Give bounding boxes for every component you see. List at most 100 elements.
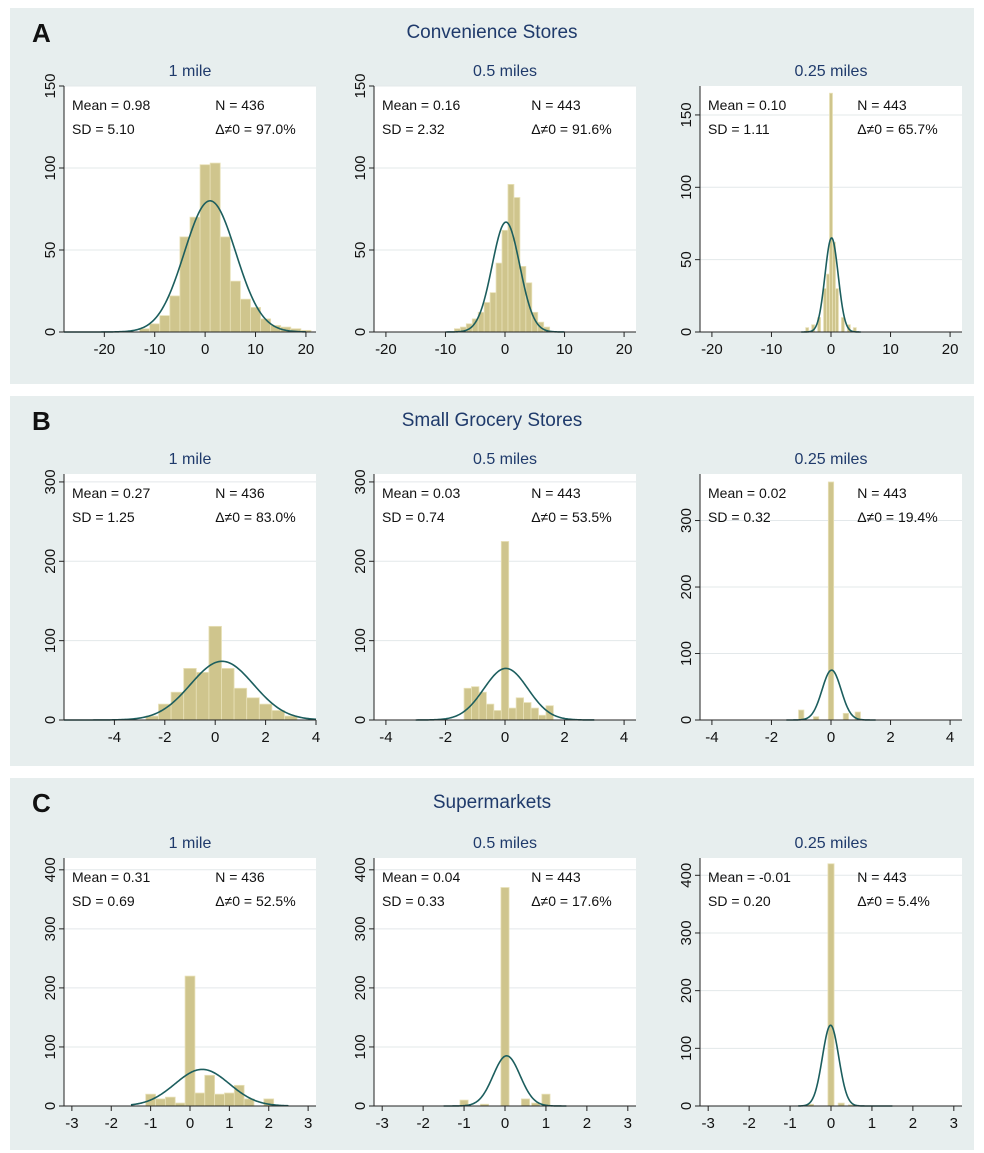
histogram-bar	[229, 280, 241, 333]
x-tick-label: -20	[93, 341, 115, 358]
stat-nonzero: Δ≠0 = 83.0%	[215, 509, 295, 525]
x-tick-label: -1	[783, 1115, 796, 1132]
x-tick-label: 2	[560, 729, 568, 746]
histogram-bar	[224, 1092, 235, 1107]
x-tick-label: -2	[765, 729, 778, 746]
x-tick-label: -4	[705, 729, 718, 746]
histogram-bar	[164, 1096, 176, 1107]
y-tick-label: 200	[42, 549, 59, 574]
panel-title: Convenience Stores	[406, 22, 578, 43]
y-tick-label: 50	[42, 242, 59, 259]
histogram-bar	[841, 317, 845, 333]
x-tick-label: 3	[950, 1115, 958, 1132]
stat-n: N = 443	[857, 485, 907, 501]
stat-mean: Mean = 0.04	[382, 869, 460, 885]
y-tick-label: 0	[678, 716, 695, 724]
stat-nonzero: Δ≠0 = 17.6%	[531, 893, 611, 909]
x-tick-label: -20	[701, 341, 723, 358]
y-tick-label: 300	[42, 916, 59, 941]
histogram-bar	[149, 323, 161, 333]
histogram-bar	[507, 184, 515, 333]
normal-curve	[415, 667, 595, 721]
histogram-bar	[827, 481, 835, 721]
y-tick-label: 100	[678, 175, 695, 200]
histogram-a-0_25miles: 0.25 miles 0 50 100 150 -20 -10 0 10 20 Mean = 0.1…	[678, 63, 962, 358]
x-tick-label: -20	[375, 341, 397, 358]
histogram-bar	[485, 703, 495, 721]
stat-nonzero: Δ≠0 = 91.6%	[531, 121, 611, 137]
stat-sd: SD = 0.32	[708, 509, 771, 525]
stat-n: N = 436	[215, 869, 265, 885]
y-tick-label: 200	[678, 575, 695, 600]
y-tick-label: 300	[352, 469, 369, 494]
y-tick-label: 100	[42, 628, 59, 653]
subplot-title: 0.5 miles	[473, 835, 537, 852]
histogram-bar	[493, 710, 502, 721]
x-tick-label: 0	[501, 729, 509, 746]
histogram-bar	[221, 668, 235, 721]
y-tick-label: 0	[678, 1102, 695, 1110]
subplot-title: 0.5 miles	[473, 63, 537, 80]
x-tick-label: 2	[909, 1115, 917, 1132]
y-tick-label: 100	[42, 1034, 59, 1059]
y-tick-label: 300	[352, 916, 369, 941]
stat-sd: SD = 1.11	[708, 121, 770, 137]
histogram-bar	[199, 164, 211, 333]
x-tick-label: 0	[501, 341, 509, 358]
x-tick-label: 0	[211, 729, 219, 746]
y-tick-label: 100	[678, 1036, 695, 1061]
stat-nonzero: Δ≠0 = 5.4%	[857, 893, 930, 909]
subplot-title: 1 mile	[169, 835, 212, 852]
histogram-bar	[523, 702, 532, 721]
subplot-title: 1 mile	[169, 63, 212, 80]
histogram-bar	[832, 241, 836, 333]
subplot-title: 0.25 miles	[795, 63, 868, 80]
histogram-bar	[219, 236, 231, 333]
histogram-bar	[194, 1092, 206, 1107]
y-tick-label: 0	[42, 1102, 59, 1110]
y-tick-label: 100	[352, 155, 369, 180]
stat-n: N = 443	[857, 869, 907, 885]
panel-letter: A	[32, 18, 51, 48]
x-tick-label: 0	[201, 341, 209, 358]
x-tick-label: -2	[416, 1115, 429, 1132]
histogram-bar	[519, 265, 527, 333]
y-tick-label: 200	[678, 978, 695, 1003]
x-tick-label: 3	[304, 1115, 312, 1132]
stat-sd: SD = 0.74	[382, 509, 445, 525]
histogram-bar	[271, 710, 285, 721]
histogram-bar	[508, 707, 517, 721]
histogram-c-0_5miles: 0.5 miles 0 100 200 300 400 -3 -2 -1 0 1 2 3 Mean = 0…	[352, 835, 636, 1132]
histogram-b-0_5miles: 0.5 miles 0 100 200 300 -4 -2 0 2 4 Mean = 0.03 SD …	[352, 451, 636, 746]
stat-mean: Mean = 0.98	[72, 97, 150, 113]
stat-n: N = 436	[215, 97, 265, 113]
x-tick-label: 1	[868, 1115, 876, 1132]
histogram-bar	[209, 162, 221, 333]
histogram-bar	[835, 288, 839, 333]
histogram-bar	[798, 709, 805, 721]
stat-n: N = 443	[531, 485, 581, 501]
y-tick-label: 200	[42, 975, 59, 1000]
stat-mean: Mean = -0.01	[708, 869, 791, 885]
histogram-b-1mile: 1 mile 0 100 200 300 -4 -2 0 2 4 Mean = 0.27 SD = 1…	[42, 451, 320, 746]
normal-curve	[801, 237, 861, 333]
histogram-bar	[489, 292, 497, 333]
stat-n: N = 436	[215, 485, 265, 501]
x-tick-label: 0	[827, 729, 835, 746]
stat-mean: Mean = 0.03	[382, 485, 460, 501]
y-tick-label: 150	[352, 73, 369, 98]
histogram-bar	[530, 707, 539, 721]
histogram-bar	[233, 687, 248, 721]
histogram-b-0_25miles: 0.25 miles 0 100 200 300 -4 -2 0 2 4 Mean = 0.02 SD…	[678, 451, 962, 746]
x-tick-label: 20	[942, 341, 959, 358]
histogram-c-0_25miles: 0.25 miles 0 100 200 300 400 -3 -2 -1 0 1 2 3 Mean = …	[678, 835, 962, 1132]
y-tick-label: 50	[678, 251, 695, 268]
normal-curve	[445, 221, 565, 333]
histogram-c-1mile: 1 mile 0 100 200 300 400 -3 -2 -1 0 1 2 3 Mean = 0.31…	[42, 835, 316, 1132]
y-tick-label: 400	[352, 857, 369, 882]
histogram-a-1mile: 1 mile 0 50 100 150 -20 -10 0 10 20 Mean = 0.98 SD …	[42, 63, 316, 358]
stat-mean: Mean = 0.02	[708, 485, 786, 501]
x-tick-label: -2	[742, 1115, 755, 1132]
y-tick-label: 100	[352, 1034, 369, 1059]
subplot-title: 0.5 miles	[473, 451, 537, 468]
